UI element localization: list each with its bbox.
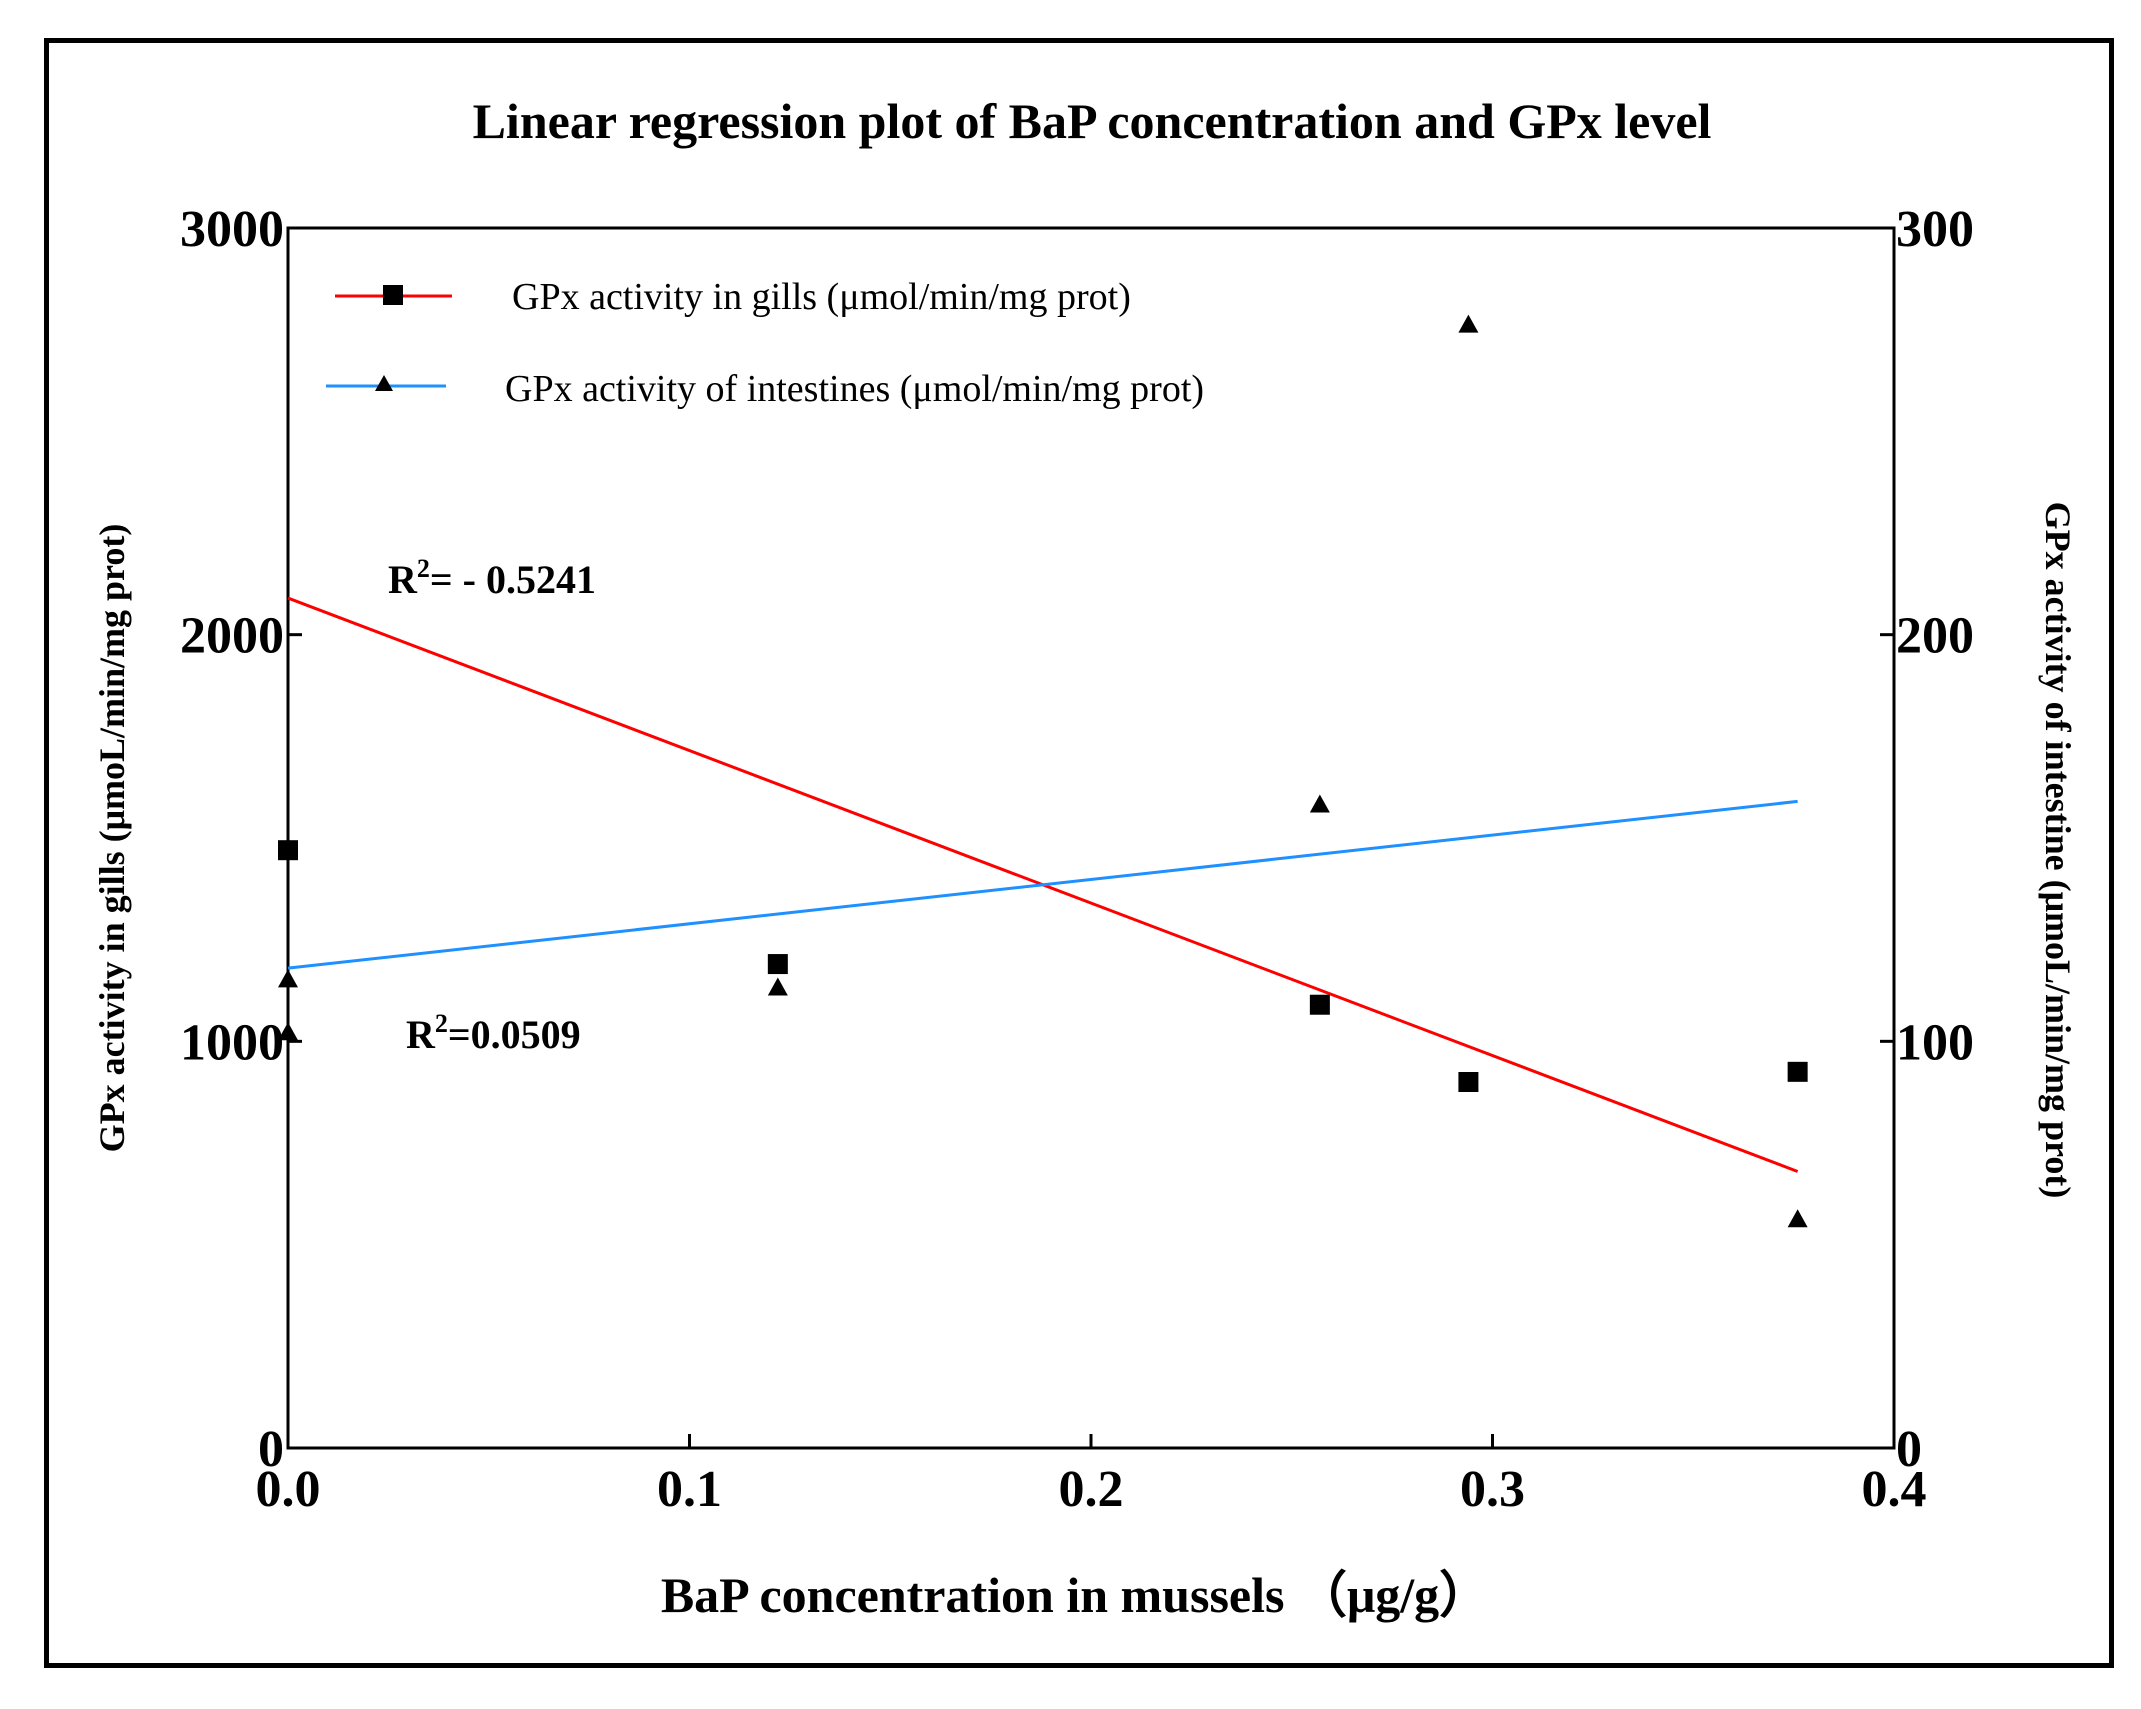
data-point-gills xyxy=(767,954,788,975)
y-axis-right-label: GPx activity of intestine (μmoL/min/mg p… xyxy=(2038,502,2078,1199)
y-left-tick-label: 0 xyxy=(258,1421,284,1478)
data-point-intestines xyxy=(767,977,788,996)
y-right-tick-label: 200 xyxy=(1896,608,1974,665)
plot-area xyxy=(286,226,1896,1450)
x-axis-label: BaP concentration in mussels （μg/g） xyxy=(661,1567,1489,1623)
data-point-intestines xyxy=(278,969,298,988)
data-point-intestines xyxy=(1787,1209,1808,1228)
x-tick-label: 0.3 xyxy=(1460,1461,1525,1518)
legend-square-marker xyxy=(383,285,403,305)
y-right-tick-label: 100 xyxy=(1896,1014,1974,1071)
y-right-tick-label: 0 xyxy=(1896,1421,1922,1478)
y-left-tick-label: 3000 xyxy=(180,201,284,258)
figure-frame xyxy=(44,38,2114,1668)
y-left-tick-label: 1000 xyxy=(180,1014,284,1071)
data-point-intestines xyxy=(1458,314,1479,333)
regression-line-intestines xyxy=(287,799,1798,970)
y-axis-left-ticks: 0 1000 2000 3000 xyxy=(180,201,302,1478)
data-point-intestines xyxy=(278,1022,298,1041)
x-axis-ticks: 0.0 0.1 0.2 0.3 0.4 xyxy=(256,1434,1927,1518)
legend-label-intestines: GPx activity of intestines (μmol/min/mg … xyxy=(505,368,1204,410)
legend: GPx activity in gills (μmol/min/mg prot)… xyxy=(326,276,1204,410)
r-squared-intestines: R2=0.0509 xyxy=(406,1009,581,1057)
data-point-intestines xyxy=(1309,794,1330,813)
data-point-gills xyxy=(278,840,298,861)
r-squared-gills: R2= - 0.5241 xyxy=(388,554,596,602)
legend-label-gills: GPx activity in gills (μmol/min/mg prot) xyxy=(512,276,1131,318)
chart-title: Linear regression plot of BaP concentrat… xyxy=(473,93,1712,149)
x-tick-label: 0.1 xyxy=(657,1461,722,1518)
y-axis-right-ticks: 0 100 200 300 xyxy=(1880,201,1974,1478)
data-point-gills xyxy=(1458,1072,1479,1092)
x-tick-label: 0.4 xyxy=(1862,1461,1927,1518)
regression-lines xyxy=(287,596,1799,1173)
data-point-gills xyxy=(1787,1061,1808,1082)
y-axis-left-label: GPx activity in gills (μmoL/min/mg prot) xyxy=(92,524,132,1153)
data-point-gills xyxy=(1309,994,1330,1015)
x-tick-label: 0.2 xyxy=(1059,1461,1124,1518)
y-right-tick-label: 300 xyxy=(1896,201,1974,258)
y-left-tick-label: 2000 xyxy=(180,608,284,665)
x-tick-label: 0.0 xyxy=(256,1461,321,1518)
legend-triangle-marker xyxy=(375,375,393,391)
data-points xyxy=(278,314,1808,1228)
